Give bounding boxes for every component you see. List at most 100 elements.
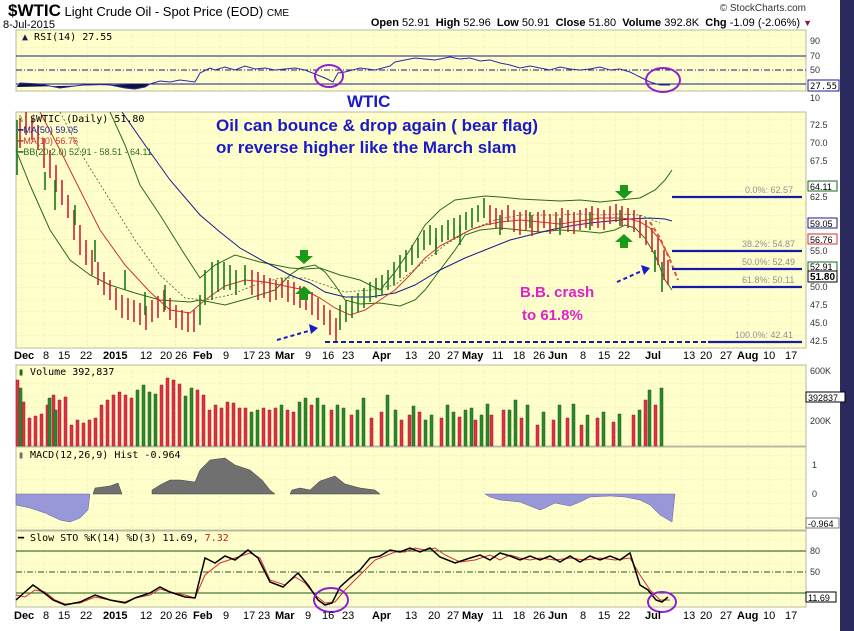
price-tick: 50.0 xyxy=(810,282,828,292)
x-axis-tick: 2015 xyxy=(103,610,128,622)
volume-value: 392.8K xyxy=(664,17,700,29)
fib-50: 50.0%: 52.49 xyxy=(742,257,795,267)
fib-0: 0.0%: 62.57 xyxy=(745,185,793,195)
x-axis-tick: 20 xyxy=(700,350,713,362)
down-arrow-icon xyxy=(615,185,633,199)
sto-tick-50: 50 xyxy=(810,567,820,577)
price-tick: 45.0 xyxy=(810,318,828,328)
watermark: © StockCharts.com xyxy=(719,3,806,14)
price-tick: 70.0 xyxy=(810,138,828,148)
rsi-tick-90: 90 xyxy=(810,36,820,46)
price-legend: ⑊ $WTIC (Daily) 51.80 xyxy=(18,114,144,125)
x-axis-tick: 8 xyxy=(43,350,50,362)
sto-legend: ━ Slow STO %K(14) %D(3) 11.69, 7.32 xyxy=(17,533,229,544)
close-tag: 51.80 xyxy=(810,272,835,283)
x-axis-tick: 23 xyxy=(342,350,355,362)
x-axis-tick: 9 xyxy=(305,350,312,362)
x-axis-tick: 15 xyxy=(598,350,611,362)
sto-tick-80: 80 xyxy=(810,546,820,556)
x-axis-tick: 18 xyxy=(513,610,526,622)
x-axis-tick: 23 xyxy=(258,350,271,362)
quote-summary: Open 52.91 High 52.96 Low 50.91 Close 51… xyxy=(371,17,812,29)
x-axis-tick: 20 xyxy=(428,610,441,622)
x-axis-tick: 17 xyxy=(785,610,798,622)
rsi-value-tag: 27.55 xyxy=(810,82,837,92)
x-axis-tick: May xyxy=(462,350,484,362)
bb-legend: ━BB(20,2.0) 52.91 - 58.51 - 64.11 xyxy=(17,147,152,157)
x-axis-tick: Dec xyxy=(14,610,35,622)
price-tick: 47.5 xyxy=(810,300,828,310)
x-axis-tick: 27 xyxy=(447,610,460,622)
x-axis-tick: Jun xyxy=(548,610,568,622)
x-axis-tick: Aug xyxy=(737,610,759,622)
change-label: Chg xyxy=(705,17,727,29)
x-axis-tick: 8 xyxy=(43,610,50,622)
low-value: 50.91 xyxy=(521,17,550,29)
rsi-legend: ▲ RSI(14) 27.55 xyxy=(22,32,112,43)
annotation-bb-target: to 61.8% xyxy=(522,307,583,324)
x-axis-tick: 9 xyxy=(223,610,230,622)
chart-date: 8-Jul-2015 xyxy=(3,19,55,31)
x-axis-tick: 13 xyxy=(405,610,418,622)
volume-tick: 600K xyxy=(810,366,831,376)
rsi-tick-70: 70 xyxy=(810,51,820,61)
down-arrow-icon xyxy=(295,250,313,264)
fib-38: 38.2%: 54.87 xyxy=(742,239,795,249)
symbol: $WTIC xyxy=(8,1,61,20)
x-axis-tick: Jul xyxy=(645,610,661,622)
x-axis-tick: 8 xyxy=(580,350,587,362)
volume-legend: ▮ Volume 392,837 xyxy=(18,367,114,378)
x-axis-tick: 23 xyxy=(342,610,355,622)
sto-tag: 11.69 xyxy=(808,593,830,603)
ma50-tag: 59.05 xyxy=(810,219,833,229)
x-axis-tick: 26 xyxy=(175,350,188,362)
x-axis-top: Dec 8 15 22 2015 12 20 26 Feb 9 17 23 Mar 9 16 23 Apr 13 2… xyxy=(0,350,806,364)
price-tick: 72.5 xyxy=(810,120,828,130)
x-axis-tick: 17 xyxy=(243,610,256,622)
x-axis-tick: 22 xyxy=(80,350,93,362)
x-axis-tick: 13 xyxy=(683,610,696,622)
bb-upper-tag: 64.11 xyxy=(810,182,832,192)
x-axis-bottom: Dec 8 15 22 2015 12 20 26 Feb 9 17 23 Mar 9 16 23 Apr 13 2… xyxy=(0,610,806,624)
close-value: 51.80 xyxy=(588,17,617,29)
x-axis-tick: 15 xyxy=(58,350,71,362)
x-axis-tick: 12 xyxy=(140,610,153,622)
annotation-wtic: WTIC xyxy=(347,92,391,111)
high-label: High xyxy=(435,17,461,29)
macd-tick: 1 xyxy=(812,460,817,470)
x-axis-tick: 22 xyxy=(618,610,631,622)
x-axis-tick: 2015 xyxy=(103,350,128,362)
bb-lower-tag: 52.91 xyxy=(810,262,833,272)
x-axis-tick: 18 xyxy=(513,350,526,362)
x-axis-tick: 26 xyxy=(175,610,188,622)
x-axis-tick: 20 xyxy=(700,610,713,622)
x-axis-tick: 23 xyxy=(258,610,271,622)
fib-61: 61.8%: 50.11 xyxy=(742,275,794,285)
x-axis-tick: Mar xyxy=(275,350,295,362)
x-axis-tick: 9 xyxy=(305,610,312,622)
change-value: -1.09 (-2.06%) xyxy=(729,17,801,29)
up-arrow-icon xyxy=(295,286,313,300)
x-axis-tick: Aug xyxy=(737,350,759,362)
x-axis-tick: 20 xyxy=(428,350,441,362)
volume-tag: 392837 xyxy=(808,393,838,403)
x-axis-tick: 17 xyxy=(785,350,798,362)
annotation-line2: or reverse higher like the March slam xyxy=(216,138,517,157)
x-axis-tick: 12 xyxy=(140,350,153,362)
rsi-tick-10: 10 xyxy=(810,93,820,103)
high-value: 52.96 xyxy=(463,17,491,29)
rsi-panel: 90 70 50 10 27.55 ▲ RSI(14) 27.55 xyxy=(15,29,840,103)
ma10-legend: ━MA(10) 56.76 xyxy=(17,136,78,146)
low-label: Low xyxy=(496,17,519,29)
x-axis-tick: 16 xyxy=(322,350,335,362)
x-axis-tick: 9 xyxy=(223,350,230,362)
arrow-markers xyxy=(295,185,633,300)
price-tick: 55.0 xyxy=(810,246,828,256)
open-label: Open xyxy=(370,17,399,29)
macd-legend: ▮ MACD(12,26,9) Hist -0.964 xyxy=(18,450,181,461)
x-axis-tick: 22 xyxy=(80,610,93,622)
volume-tick: 200K xyxy=(810,416,831,426)
fib-100: 100.0%: 42.41 xyxy=(735,330,793,340)
volume-label: Volume xyxy=(622,17,662,29)
